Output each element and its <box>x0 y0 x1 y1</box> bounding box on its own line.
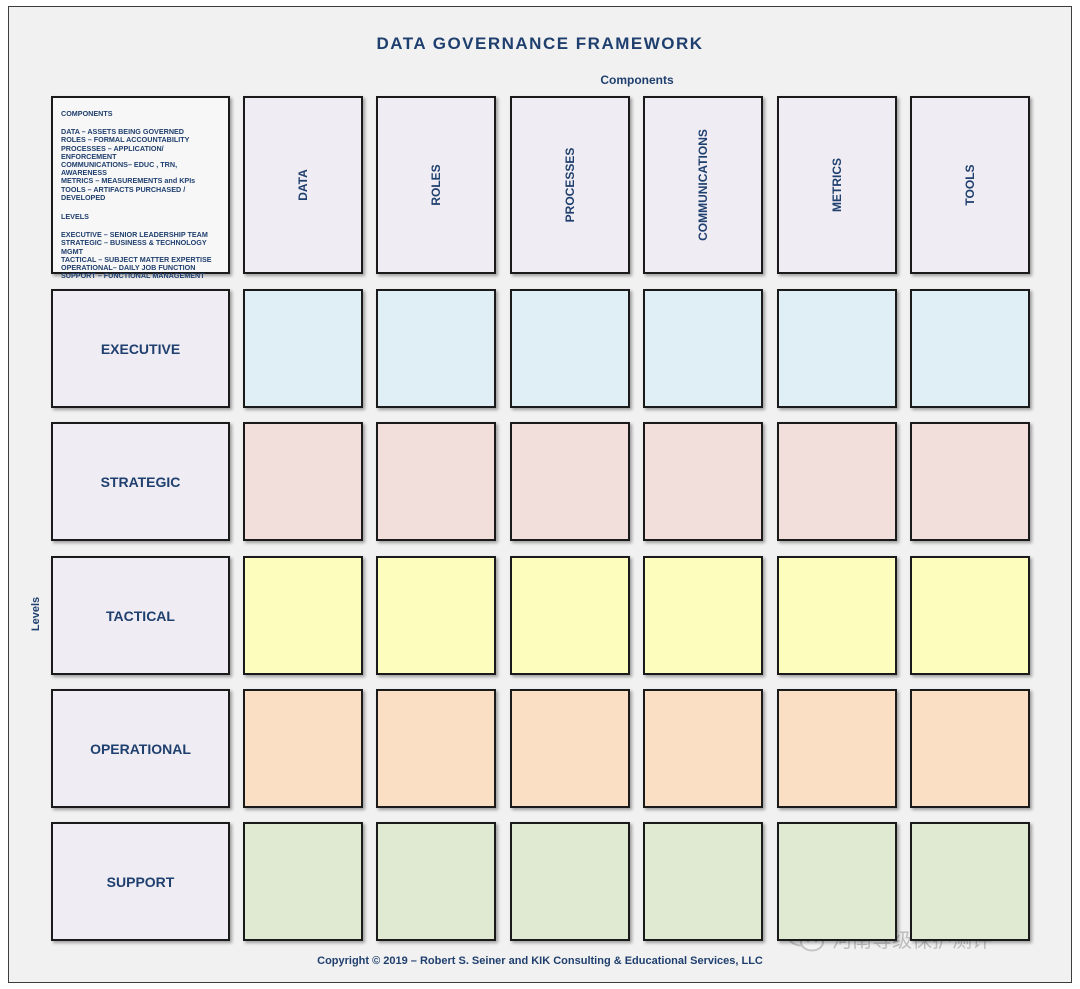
cell-executive-tools <box>910 289 1030 408</box>
legend-levels-heading: LEVELS <box>61 212 89 222</box>
row-header-executive: EXECUTIVE <box>51 289 230 408</box>
cell-executive-data <box>243 289 363 408</box>
levels-axis-label: Levels <box>30 596 42 632</box>
column-header-roles: ROLES <box>376 96 496 274</box>
cell-support-communications <box>643 822 763 941</box>
components-axis-label: Components <box>600 73 674 87</box>
legend-components-item: DATA – ASSETS BEING GOVERNED <box>61 127 184 137</box>
row-header-support: SUPPORT <box>51 822 230 941</box>
row-header-strategic: STRATEGIC <box>51 422 230 541</box>
legend-levels-item: OPERATIONAL– DAILY JOB FUNCTION <box>61 263 196 273</box>
legend-components-item: TOOLS – ARTIFACTS PURCHASED / DEVELOPED <box>61 184 186 202</box>
cell-operational-roles <box>376 689 496 808</box>
cell-operational-communications <box>643 689 763 808</box>
column-header-data: DATA <box>243 96 363 274</box>
legend-components-item: PROCESSES – APPLICATION/ ENFORCEMENT <box>61 143 164 161</box>
column-header-label: TOOLS <box>963 164 977 206</box>
legend-levels-item: STRATEGIC – BUSINESS & TECHNOLOGY MGMT <box>61 238 207 256</box>
cell-executive-communications <box>643 289 763 408</box>
column-header-communications: COMMUNICATIONS <box>643 96 763 274</box>
column-header-metrics: METRICS <box>777 96 897 274</box>
cell-executive-roles <box>376 289 496 408</box>
cell-operational-processes <box>510 689 630 808</box>
cell-operational-tools <box>910 689 1030 808</box>
row-header-tactical: TACTICAL <box>51 556 230 675</box>
legend-levels-item: TACTICAL – SUBJECT MATTER EXPERTISE <box>61 254 212 264</box>
row-header-operational: OPERATIONAL <box>51 689 230 808</box>
cell-tactical-metrics <box>777 556 897 675</box>
column-header-label: METRICS <box>830 158 844 212</box>
legend-box: COMPONENTS DATA – ASSETS BEING GOVERNED … <box>51 96 230 280</box>
cell-support-metrics <box>777 822 897 941</box>
column-header-label: ROLES <box>429 164 443 206</box>
cell-support-tools <box>910 822 1030 941</box>
legend-components-item: COMMUNICATIONS– EDUC , TRN, AWARENESS <box>61 160 178 178</box>
legend-levels-item: SUPPORT – FUNCTIONAL MANAGEMENT <box>61 271 205 281</box>
copyright-text: Copyright © 2019 – Robert S. Seiner and … <box>317 955 763 967</box>
cell-strategic-data <box>243 422 363 541</box>
cell-support-data <box>243 822 363 941</box>
cell-tactical-communications <box>643 556 763 675</box>
cell-tactical-tools <box>910 556 1030 675</box>
cell-strategic-metrics <box>777 422 897 541</box>
cell-executive-metrics <box>777 289 897 408</box>
page-title: DATA GOVERNANCE FRAMEWORK <box>376 34 704 53</box>
cell-tactical-processes <box>510 556 630 675</box>
cell-strategic-tools <box>910 422 1030 541</box>
cell-strategic-roles <box>376 422 496 541</box>
legend-components-item: ROLES – FORMAL ACCOUNTABILITY <box>61 135 190 145</box>
column-header-processes: PROCESSES <box>510 96 630 274</box>
legend-levels-item: EXECUTIVE – SENIOR LEADERSHIP TEAM <box>61 230 208 240</box>
cell-strategic-processes <box>510 422 630 541</box>
legend-components-heading: COMPONENTS <box>61 109 113 118</box>
cell-strategic-communications <box>643 422 763 541</box>
cell-operational-metrics <box>777 689 897 808</box>
cell-support-roles <box>376 822 496 941</box>
cell-operational-data <box>243 689 363 808</box>
column-header-label: COMMUNICATIONS <box>696 129 710 241</box>
legend-components-item: METRICS – MEASUREMENTS and KPIs <box>61 176 196 186</box>
column-header-label: PROCESSES <box>563 147 577 223</box>
column-header-tools: TOOLS <box>910 96 1030 274</box>
cell-support-processes <box>510 822 630 941</box>
cell-executive-processes <box>510 289 630 408</box>
column-header-label: DATA <box>296 169 310 201</box>
cell-tactical-roles <box>376 556 496 675</box>
cell-tactical-data <box>243 556 363 675</box>
